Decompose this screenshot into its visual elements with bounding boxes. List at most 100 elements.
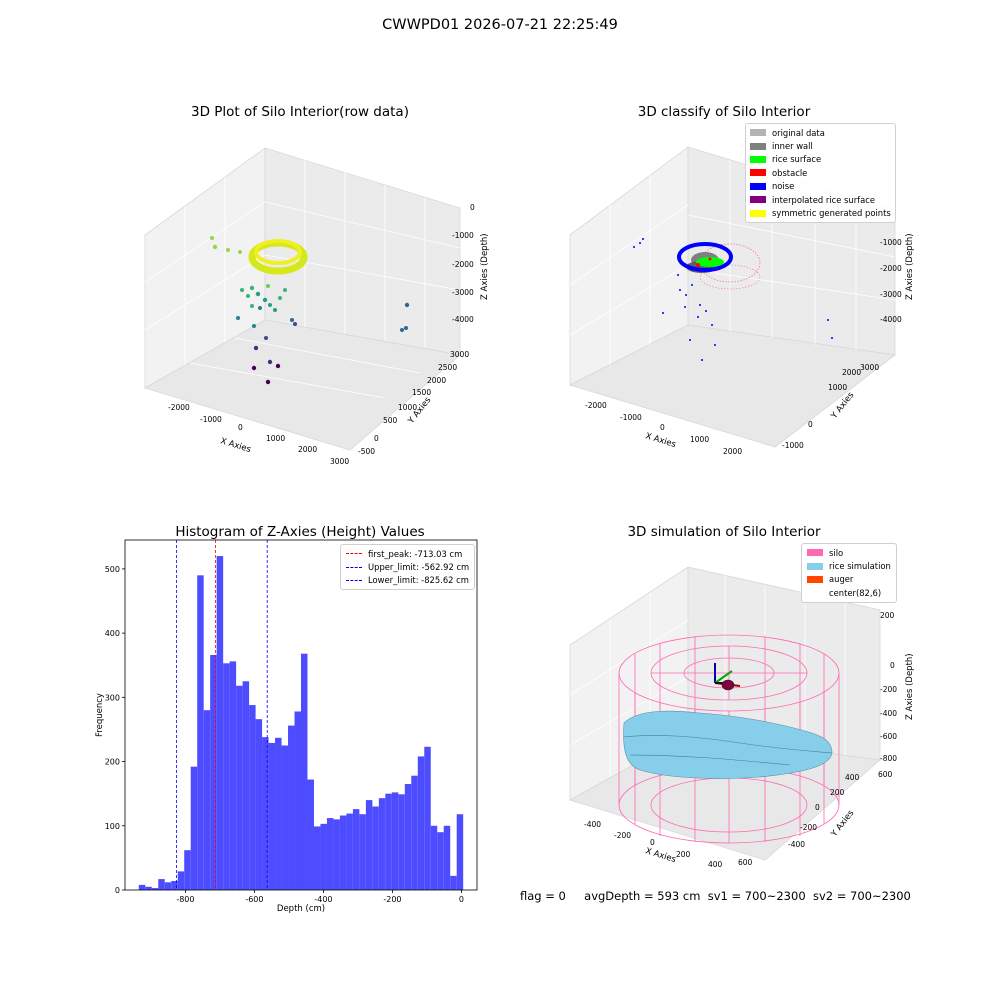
raw-scatter-points bbox=[210, 236, 410, 385]
histogram-bar bbox=[417, 756, 425, 890]
flag-text: flag = 0 bbox=[520, 889, 566, 903]
y-tick-label: 200 bbox=[105, 758, 120, 767]
legend-swatch bbox=[750, 169, 766, 177]
histogram-bar bbox=[236, 685, 243, 890]
histogram-bar bbox=[268, 742, 276, 890]
histogram-bar bbox=[164, 882, 172, 890]
histogram-bar bbox=[346, 813, 353, 890]
y-tick-label: 300 bbox=[105, 693, 120, 702]
classify-z-axis-label: Z Axies (Depth) bbox=[905, 233, 915, 300]
sv2-text: sv2 = 700~2300 bbox=[812, 889, 911, 903]
avg-depth-text: avgDepth = 593 cm bbox=[584, 889, 701, 903]
histogram-bar bbox=[372, 806, 379, 890]
raw-floor-pane bbox=[143, 319, 461, 451]
legend-swatch bbox=[750, 196, 766, 204]
sim-x-tick: 400 bbox=[708, 860, 723, 869]
sim-x-tick: -200 bbox=[614, 831, 631, 840]
histogram-bar bbox=[430, 825, 438, 890]
sim-z-tick: -800 bbox=[880, 754, 897, 763]
classify-legend-item: interpolated rice surface bbox=[750, 193, 891, 206]
histogram-frame bbox=[124, 539, 478, 891]
histogram-bar bbox=[339, 815, 347, 890]
raw-z-tick: -2000 bbox=[452, 260, 474, 269]
histogram-bar bbox=[378, 798, 386, 890]
histogram-bar bbox=[210, 654, 217, 890]
raw-y-tick: -500 bbox=[358, 447, 375, 456]
legend-swatch bbox=[807, 562, 823, 570]
raw-plot-title: 3D Plot of Silo Interior(row data) bbox=[191, 104, 409, 120]
sim-z-tick: -400 bbox=[880, 709, 897, 718]
histogram-x-axis-label: Depth (cm) bbox=[277, 904, 325, 914]
classify-y-tick: -1000 bbox=[782, 441, 804, 450]
sim-y-axis-label: Y Axies bbox=[829, 808, 857, 840]
raw-y-tick: 2500 bbox=[438, 363, 457, 372]
raw-x-axis-label: X Axies bbox=[219, 436, 252, 455]
histogram-bar bbox=[320, 823, 327, 890]
raw-x-tick: 2000 bbox=[298, 445, 317, 454]
raw-x-tick: 1000 bbox=[266, 434, 285, 443]
classify-z-tick: -3000 bbox=[880, 290, 902, 299]
legend-swatch bbox=[750, 129, 766, 137]
classify-legend-item: noise bbox=[750, 180, 891, 193]
y-tick-label: 500 bbox=[105, 565, 120, 574]
raw-x-tick: -1000 bbox=[200, 415, 222, 424]
raw-z-tick: -3000 bbox=[452, 288, 474, 297]
classify-z-tick: -2000 bbox=[880, 264, 902, 273]
sim-y-tick: 0 bbox=[815, 803, 820, 812]
sim-z-axis-label: Z Axies (Depth) bbox=[905, 653, 915, 720]
y-tick-label: 0 bbox=[115, 886, 120, 895]
histogram-bar bbox=[398, 794, 405, 890]
histogram-bar bbox=[411, 775, 418, 890]
classify-legend-item: inner wall bbox=[750, 139, 891, 152]
histogram-reference-lines bbox=[176, 540, 268, 890]
sim-z-tick: 0 bbox=[890, 661, 895, 670]
sv1-text: sv1 = 700~2300 bbox=[707, 889, 806, 903]
histogram-y-axis-label: Frequency bbox=[95, 693, 105, 737]
histogram-bar bbox=[203, 710, 211, 890]
classify-y-tick: 0 bbox=[808, 420, 813, 429]
histogram-legend-item: Upper_limit: -562.92 cm bbox=[346, 560, 469, 573]
raw-x-tick: 0 bbox=[238, 423, 243, 432]
histogram-bar bbox=[313, 826, 321, 890]
classify-x-tick: -1000 bbox=[620, 413, 642, 422]
histogram-legend-item: Lower_limit: -825.62 cm bbox=[346, 574, 469, 587]
sim-x-tick: 0 bbox=[650, 838, 655, 847]
sim-z-tick: -600 bbox=[880, 732, 897, 741]
sim-y-tick: 600 bbox=[878, 770, 893, 779]
sim-z-tick: 200 bbox=[880, 611, 895, 620]
histogram-bar bbox=[365, 800, 373, 890]
histogram-bar bbox=[158, 879, 165, 890]
histogram-bar bbox=[249, 705, 256, 890]
classify-y-tick: 1000 bbox=[828, 383, 847, 392]
y-tick-label: 100 bbox=[105, 822, 120, 831]
classify-x-tick: 1000 bbox=[690, 435, 709, 444]
histogram-bar bbox=[307, 779, 314, 890]
sim-x-tick: 600 bbox=[738, 858, 753, 867]
classify-x-tick: -2000 bbox=[585, 401, 607, 410]
classify-legend-item: obstacle bbox=[750, 166, 891, 179]
classify-legend: original data inner wall rice surface ob… bbox=[745, 123, 896, 223]
histogram-bar bbox=[424, 746, 431, 890]
histogram-bar bbox=[184, 850, 191, 890]
x-tick-label: 0 bbox=[459, 895, 464, 904]
classify-y-tick: 3000 bbox=[860, 363, 879, 372]
sim-x-tick: -400 bbox=[584, 820, 601, 829]
histogram-bar bbox=[197, 575, 204, 890]
histogram-bar bbox=[177, 871, 185, 890]
histogram-bar bbox=[326, 818, 334, 890]
histogram-bar bbox=[301, 653, 308, 890]
raw-y-tick: 1000 bbox=[398, 403, 417, 412]
simulation-3d-plot: -400 -200 0 200 400 600 -400 -200 0 200 … bbox=[568, 566, 915, 869]
histogram-legend-item: first_peak: -713.03 cm bbox=[346, 547, 469, 560]
sim-y-tick: 200 bbox=[830, 788, 845, 797]
sim-x-axis-label: X Axies bbox=[644, 846, 677, 865]
histogram-chart: -800 -600 -400 -200 0 0 100 200 300 400 500 Depth… bbox=[95, 539, 478, 914]
histogram-bar bbox=[391, 792, 399, 890]
histogram-bar bbox=[359, 814, 366, 890]
simulation-legend-item: auger bbox=[807, 573, 891, 586]
classify-z-tick: -1000 bbox=[880, 238, 902, 247]
raw-y-tick: 0 bbox=[374, 434, 379, 443]
histogram-bar bbox=[288, 725, 295, 890]
histogram-bar bbox=[450, 875, 457, 890]
classify-legend-item: rice surface bbox=[750, 153, 891, 166]
